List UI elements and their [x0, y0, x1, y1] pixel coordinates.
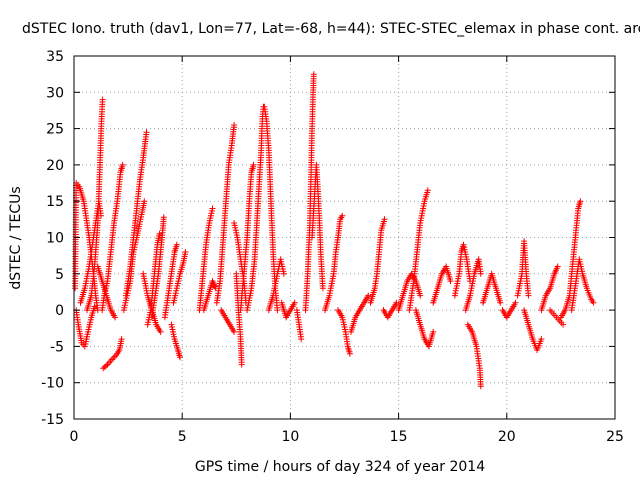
- grid: [74, 56, 615, 419]
- y-tick-label: 15: [46, 194, 64, 210]
- y-tick-label: 25: [46, 122, 64, 138]
- y-tick-label: 35: [46, 49, 64, 65]
- y-tick-label: -15: [41, 412, 64, 428]
- axis-ticks: [73, 55, 616, 420]
- scatter-markers: [72, 71, 597, 390]
- x-tick-label: 10: [281, 429, 299, 445]
- x-tick-label: 0: [70, 429, 79, 445]
- x-tick-label: 25: [606, 429, 624, 445]
- y-tick-label: 0: [55, 303, 64, 319]
- y-axis-label: dSTEC / TECUs: [8, 186, 24, 289]
- y-tick-label: 10: [46, 231, 64, 247]
- x-tick-labels: 0 5 10 15 20 25: [70, 429, 624, 445]
- y-tick-labels: -15 -10 -5 0 5 10 15 20 25 30 35: [41, 49, 64, 428]
- data-points: [72, 71, 597, 390]
- y-tick-label: 30: [46, 85, 64, 101]
- x-tick-label: 15: [390, 429, 408, 445]
- chart-title: dSTEC Iono. truth (dav1, Lon=77, Lat=-68…: [22, 21, 640, 37]
- plot-frame: [73, 55, 616, 420]
- x-tick-label: 5: [178, 429, 187, 445]
- y-tick-label: -10: [41, 376, 64, 392]
- x-tick-label: 20: [498, 429, 516, 445]
- x-axis-label: GPS time / hours of day 324 of year 2014: [195, 459, 485, 475]
- y-tick-label: 5: [55, 267, 64, 283]
- y-tick-label: -5: [50, 339, 64, 355]
- y-tick-label: 20: [46, 158, 64, 174]
